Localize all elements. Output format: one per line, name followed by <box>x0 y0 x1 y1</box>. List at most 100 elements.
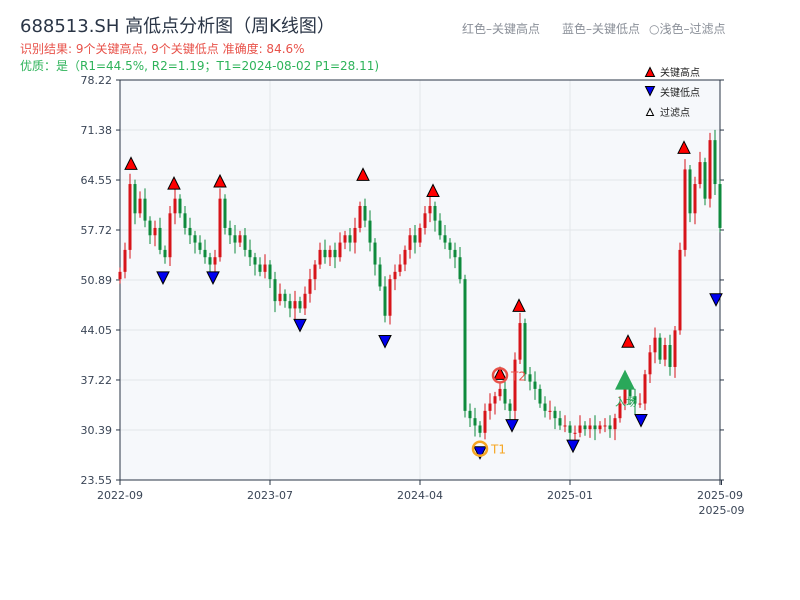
candle-body <box>233 235 237 243</box>
candle-body <box>588 425 592 430</box>
legend-marker-2 <box>645 107 655 116</box>
candle-body <box>408 235 412 250</box>
candle-body <box>528 374 532 382</box>
candle-body <box>193 235 197 243</box>
candle-body <box>303 293 307 309</box>
candle-body <box>473 418 477 426</box>
candle-body <box>688 169 692 214</box>
candle-body <box>583 425 587 430</box>
candle-body <box>338 242 342 258</box>
candle-body <box>388 279 392 316</box>
candle-body <box>123 249 127 272</box>
candle-body <box>228 227 232 236</box>
candle-body <box>373 242 377 265</box>
x-tick-label: 2025-09 <box>699 504 745 517</box>
candle-body <box>443 235 447 243</box>
candle-body <box>143 198 147 221</box>
t2-circle <box>491 367 509 384</box>
candle-body <box>608 425 612 430</box>
key-low-marker <box>156 271 170 285</box>
key-high-marker <box>213 173 227 188</box>
key-low-marker <box>709 293 723 307</box>
key-high-marker <box>512 298 526 312</box>
candle-body <box>513 359 517 411</box>
key-low-marker <box>634 414 648 428</box>
candle-body <box>693 184 697 214</box>
y-tick-label: 50.89 <box>81 274 113 287</box>
entry-label: 入场 <box>615 395 637 409</box>
candle-body <box>708 140 712 199</box>
candle-body <box>658 337 662 360</box>
candle-body <box>603 425 607 427</box>
y-tick-label: 57.72 <box>81 224 113 237</box>
candle-body <box>598 425 602 430</box>
candle-body <box>238 235 242 243</box>
candle-body <box>198 242 202 250</box>
candle-body <box>253 257 257 265</box>
candle-body <box>428 205 432 214</box>
legend-red-text: 红色–关键高点 <box>462 22 541 36</box>
candle-body <box>718 184 722 228</box>
candle-body <box>403 249 407 265</box>
quality-summary: 优质：是（R1=44.5%, R2=1.19；T1=2024-08-02 P1=… <box>20 59 380 73</box>
y-tick-label: 37.22 <box>81 374 113 387</box>
candle-body <box>353 227 357 243</box>
candle-body <box>498 388 502 397</box>
candle-body <box>518 323 522 360</box>
candle-body <box>628 388 632 397</box>
candle-body <box>248 249 252 258</box>
candle-body <box>573 432 577 434</box>
candle-body <box>333 249 337 258</box>
candle-body <box>638 403 642 405</box>
candle-body <box>203 249 207 258</box>
candle-body <box>343 235 347 243</box>
candle-body <box>653 337 657 353</box>
result-summary: 识别结果: 9个关键高点, 9个关键低点 准确度: 84.6% <box>20 42 305 56</box>
candle-body <box>568 425 572 433</box>
chart-title: 688513.SH 高低点分析图（周K线图） <box>20 16 335 37</box>
candle-body <box>478 425 482 433</box>
candle-body <box>593 425 597 430</box>
candle-body <box>223 198 227 228</box>
t1-label: T1 <box>490 443 506 457</box>
candle-body <box>313 264 317 280</box>
candle-body <box>288 301 292 309</box>
legend-entry: 过滤点 <box>660 106 690 119</box>
key-high-marker <box>493 366 507 380</box>
candle-body <box>173 198 177 214</box>
candle-body <box>118 271 122 280</box>
candle-body <box>458 257 462 280</box>
candle-body <box>278 293 282 302</box>
candle-body <box>273 279 277 302</box>
candle-body <box>168 213 172 258</box>
candle-body <box>383 286 387 316</box>
candle-body <box>463 279 467 411</box>
candle-body <box>158 227 162 250</box>
candle-body <box>128 184 132 250</box>
candle-body <box>503 388 507 404</box>
candle-body <box>648 352 652 375</box>
candle-body <box>133 184 137 214</box>
candle-body <box>633 396 637 404</box>
x-tick-label: 2022-09 <box>97 489 143 502</box>
candle-body <box>268 264 272 280</box>
t1-circle <box>471 440 489 457</box>
key-high-marker <box>167 176 181 190</box>
candle-body <box>683 169 687 250</box>
candle-body <box>548 410 552 412</box>
legend-marker-0 <box>644 66 656 77</box>
candle-body <box>138 198 142 214</box>
candle-body <box>348 235 352 243</box>
candle-body <box>673 330 677 367</box>
candle-body <box>178 198 182 214</box>
legend-marker-1 <box>644 86 656 97</box>
candle-body <box>493 396 497 404</box>
candle-body <box>483 410 487 433</box>
candle-body <box>183 213 187 228</box>
candle-body <box>578 425 582 433</box>
candle-body <box>393 271 397 280</box>
candle-body <box>438 220 442 236</box>
candle-body <box>398 264 402 272</box>
candle-body <box>418 227 422 243</box>
